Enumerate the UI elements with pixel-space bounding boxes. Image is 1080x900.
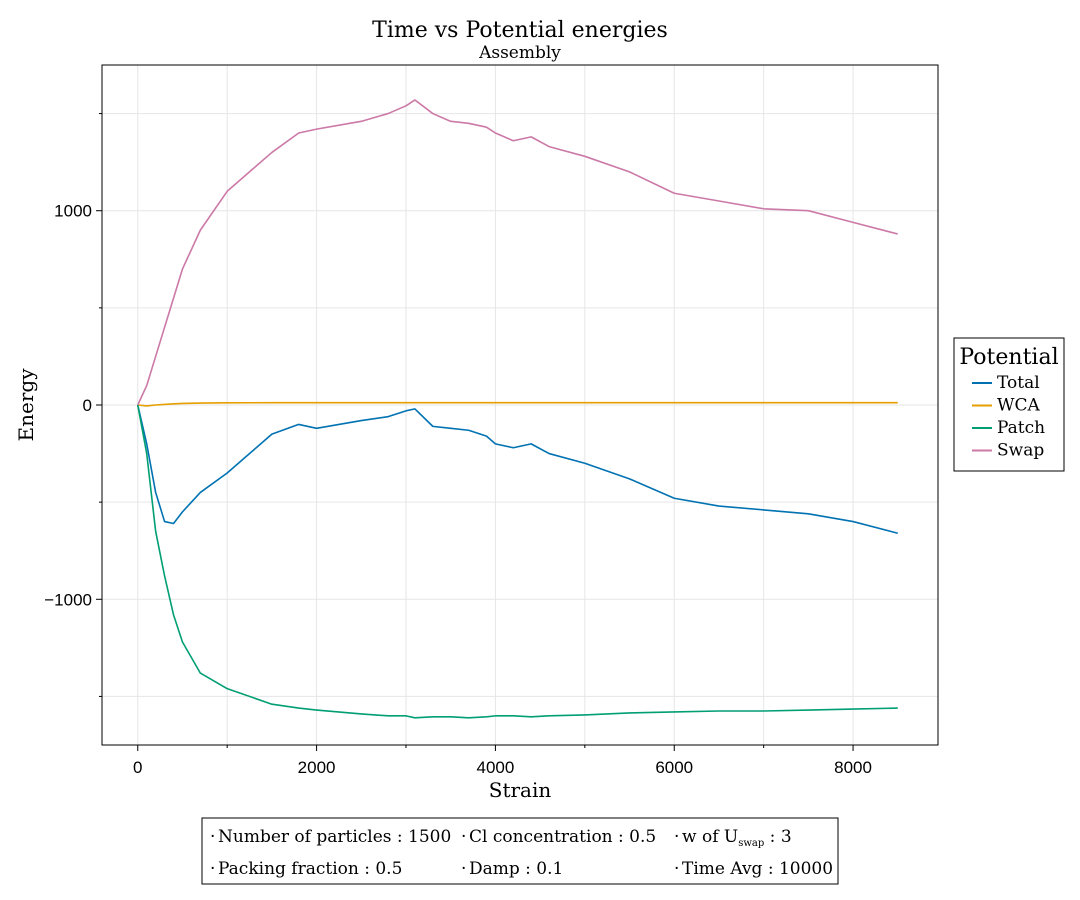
- series-line-patch: [136, 404, 898, 719]
- y-axis-label: Energy: [14, 368, 38, 442]
- series-layer: [136, 99, 898, 719]
- x-axis-label: Strain: [489, 778, 552, 802]
- axes: 0 2000 4000 6000 8000 −1000 0 1000: [44, 113, 872, 777]
- svg-text:·: ·: [210, 827, 215, 847]
- x-tick-label: 8000: [834, 758, 872, 777]
- x-tick-label: 6000: [655, 758, 693, 777]
- plot-frame: [101, 64, 939, 746]
- info-time-avg: Time Avg : 10000: [682, 859, 833, 879]
- info-cl-concentration: Cl concentration : 0.5: [469, 827, 656, 847]
- svg-text:·: ·: [461, 859, 466, 879]
- grid: [102, 65, 938, 745]
- legend-frame: [953, 337, 1065, 472]
- x-tick-label: 4000: [476, 758, 514, 777]
- x-tick-label: 2000: [298, 758, 336, 777]
- chart-title: Time vs Potential energies: [372, 18, 668, 43]
- info-packing-fraction: Packing fraction : 0.5: [218, 859, 402, 879]
- legend-label-swap: Swap: [997, 441, 1044, 461]
- legend-label-patch: Patch: [997, 418, 1045, 438]
- series-line-wca: [137, 401, 898, 407]
- info-particles: Number of particles : 1500: [218, 827, 451, 847]
- info-w-uswap: w of Uswap : 3: [682, 827, 792, 849]
- chart-subtitle: Assembly: [478, 43, 561, 63]
- y-tick-label: 1000: [54, 202, 92, 221]
- y-tick-label: −1000: [44, 590, 92, 609]
- svg-text:·: ·: [674, 827, 679, 847]
- info-damp: Damp : 0.1: [469, 859, 563, 879]
- series-line-total: [136, 404, 898, 535]
- legend-label-wca: WCA: [997, 396, 1040, 416]
- series-line-swap: [137, 99, 898, 406]
- x-tick-label: 0: [133, 758, 142, 777]
- svg-text:·: ·: [674, 859, 679, 879]
- svg-text:·: ·: [461, 827, 466, 847]
- info-box-frame: [201, 817, 839, 885]
- svg-text:·: ·: [210, 859, 215, 879]
- legend-label-total: Total: [997, 373, 1040, 393]
- y-tick-label: 0: [83, 396, 92, 415]
- legend-title: Potential: [959, 345, 1058, 370]
- info-box: · Number of particles : 1500 · Cl concen…: [201, 817, 839, 885]
